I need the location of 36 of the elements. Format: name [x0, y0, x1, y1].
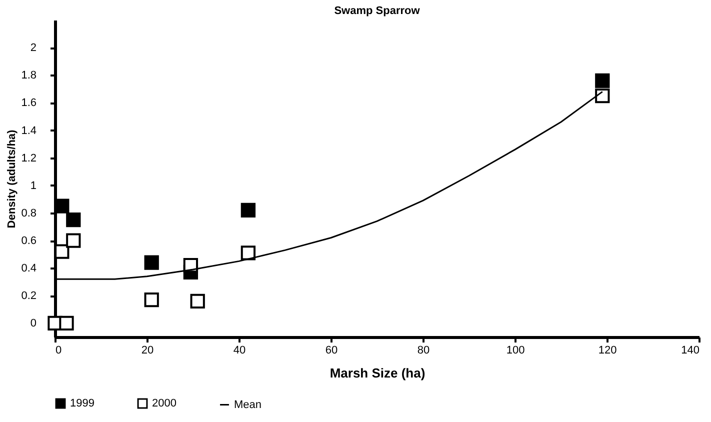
point: [54, 244, 70, 259]
y-tick-label: 0.6: [21, 235, 36, 248]
x-tick-label: 40: [233, 344, 246, 356]
x-tick-label: 120: [598, 344, 617, 356]
y-tick-label: 0: [30, 318, 36, 330]
y-tick-label: 1.4: [21, 124, 36, 137]
point: [59, 316, 74, 331]
y-tick-label: 1.2: [21, 152, 36, 164]
y-tick-label: 0.2: [21, 290, 36, 302]
point: [190, 294, 205, 308]
legend-label: 1999: [70, 398, 94, 410]
point: [240, 246, 256, 260]
x-tick-label: 140: [681, 344, 700, 356]
x-axis-title: Marsh Size (ha): [330, 366, 426, 380]
point: [240, 202, 256, 218]
x-tick-label: 100: [506, 344, 525, 356]
point: [595, 73, 610, 88]
point: [66, 233, 81, 248]
chart-title: Swamp Sparrow: [334, 5, 420, 17]
y-tick-label: 1.6: [21, 97, 36, 110]
point: [144, 292, 159, 308]
x-tick-label: 60: [325, 344, 338, 356]
y-tick-label: 1: [30, 180, 36, 192]
y-axis-title: Density (adults/ha): [6, 129, 18, 228]
y-tick-label: 2: [30, 42, 36, 54]
point: [595, 88, 610, 104]
x-tick-label: 0: [56, 344, 62, 356]
x-tick-label: 20: [141, 344, 154, 356]
point: [144, 255, 159, 270]
y-tick-label: 0.4: [21, 262, 36, 275]
y-tick-label: 0.8: [21, 207, 36, 220]
y-tick-label: 1.8: [21, 70, 36, 82]
x-tick-label: 80: [417, 344, 430, 356]
point: [66, 212, 81, 228]
legend-label: Mean: [234, 398, 262, 411]
legend-label: 2000: [152, 398, 176, 410]
